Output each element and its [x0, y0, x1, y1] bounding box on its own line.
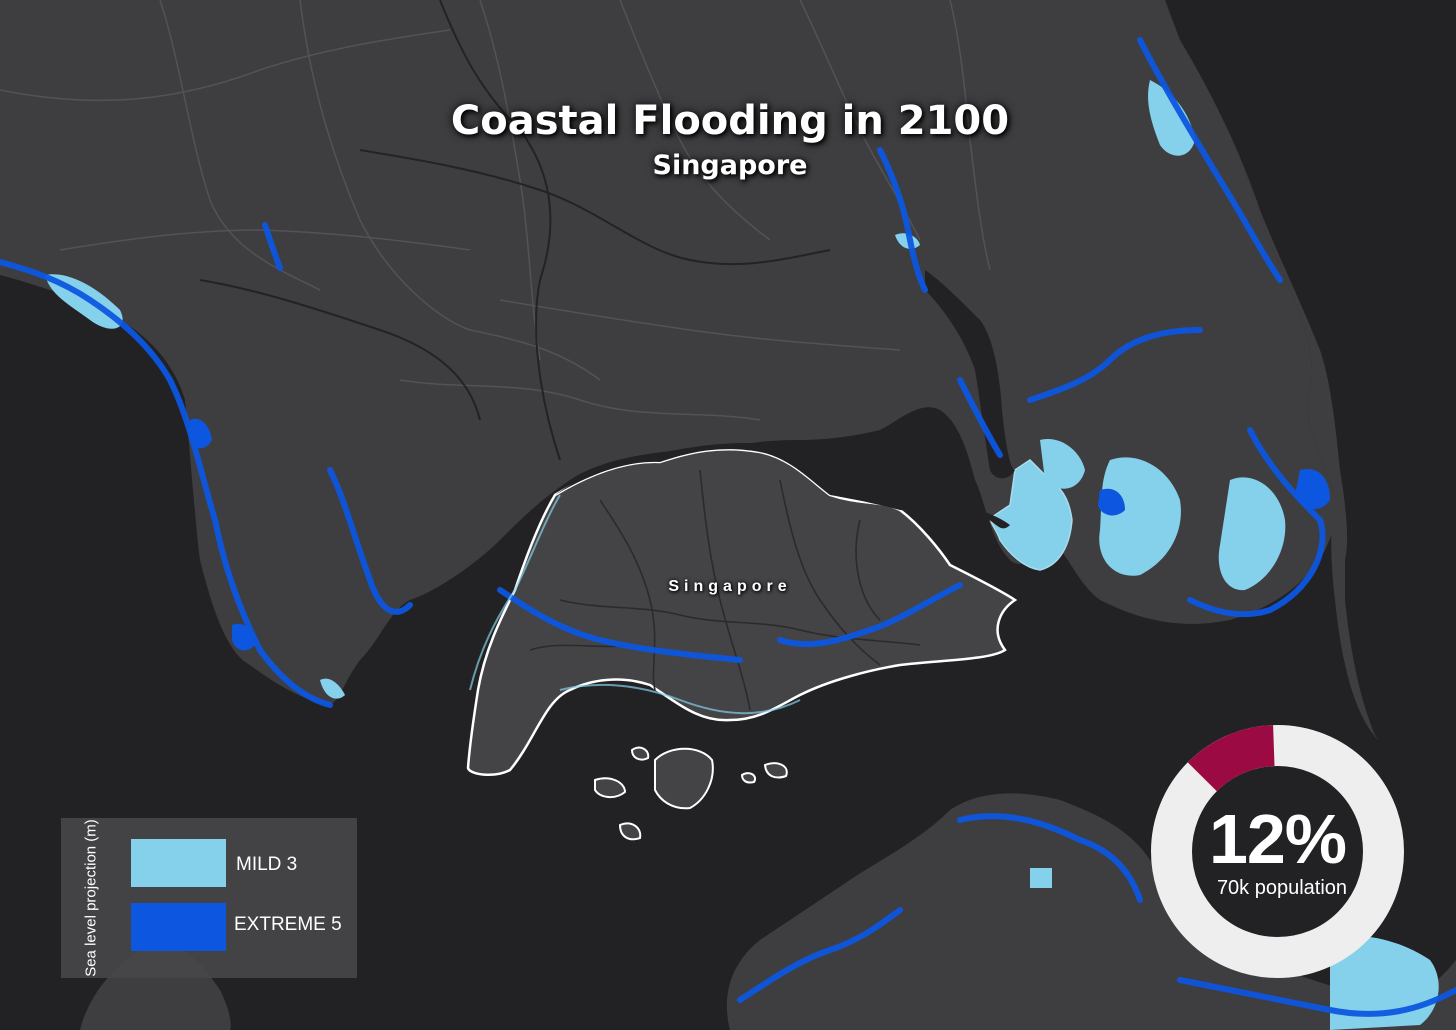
flood-extreme [0, 37, 1456, 1017]
donut-caption: 70k population [1216, 877, 1348, 899]
legend-swatch-extreme [131, 903, 226, 951]
map-title: Coastal Flooding in 2100 [450, 98, 1010, 144]
johor-strait [555, 442, 1010, 529]
place-label-singapore: Singapore [668, 578, 792, 595]
major-roads [199, 0, 831, 461]
southern-islands [594, 746, 788, 841]
legend-title-wrap: Sea level projection (m) [61, 818, 121, 978]
donut-ring [1151, 725, 1404, 978]
donut-chart [1151, 725, 1404, 978]
donut-text: 12% 70k population [1145, 719, 1410, 984]
legend-title: Sea level projection (m) [82, 819, 100, 977]
pulau-tekong [990, 459, 1073, 571]
legend: Sea level projection (m) MILD 3 EXTREME … [61, 818, 357, 978]
johor-river [925, 270, 1015, 479]
title-block: Coastal Flooding in 2100 Singapore [0, 98, 1456, 181]
flood-extreme-patches [190, 418, 1330, 651]
map-subtitle: Singapore [652, 150, 808, 181]
singapore-island [466, 447, 1018, 776]
donut-center [1192, 766, 1363, 937]
sea-east-channel [1165, 0, 1456, 810]
donut-highlight-arc [1187, 725, 1276, 792]
legend-label-extreme: EXTREME 5 [234, 914, 342, 935]
population-donut: 12% 70k population [1145, 719, 1410, 984]
flood-mild-outline [469, 494, 801, 715]
legend-label-mild: MILD 3 [236, 854, 298, 875]
donut-percent: 12% [1208, 800, 1347, 878]
legend-swatch-mild [131, 839, 226, 887]
